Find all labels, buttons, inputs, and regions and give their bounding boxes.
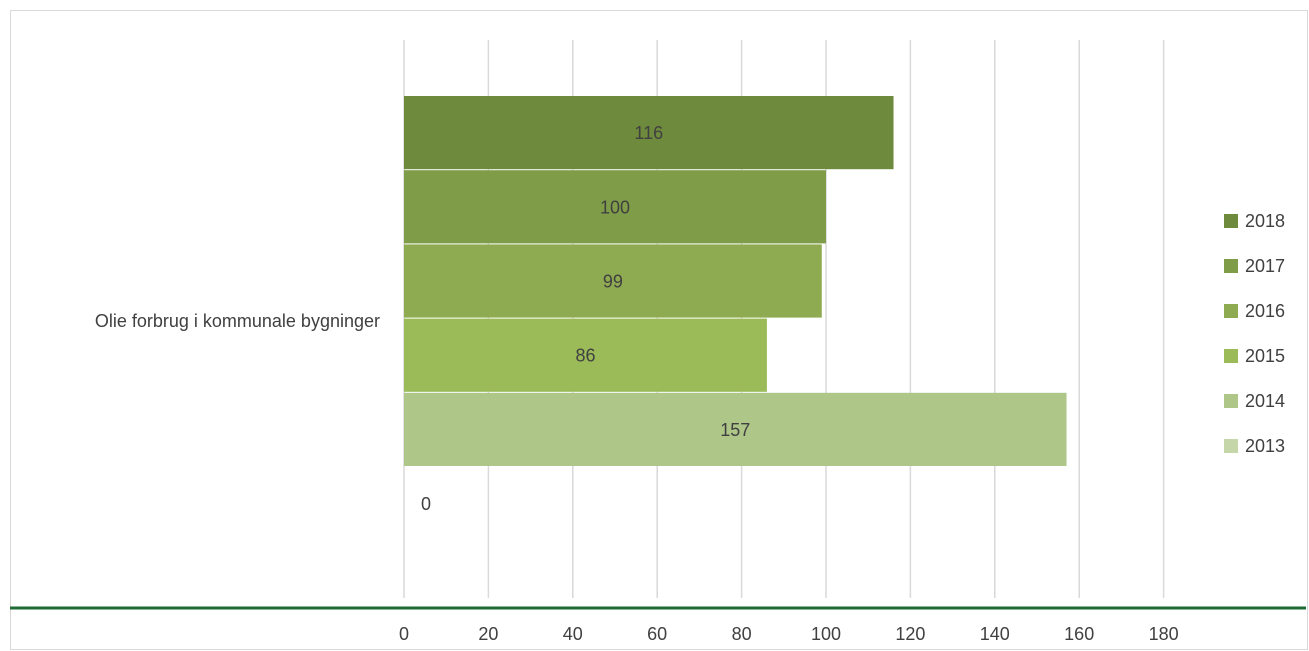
x-tick-label: 160 [1064, 624, 1094, 644]
x-tick-label: 60 [647, 624, 667, 644]
bar-2015 [404, 318, 767, 392]
legend-label-2016: 2016 [1245, 301, 1285, 321]
data-label-2017: 100 [600, 197, 630, 217]
x-tick-label: 100 [811, 624, 841, 644]
data-label-2016: 99 [603, 272, 623, 292]
bar-2014 [404, 392, 1067, 466]
legend-swatch-2015 [1224, 349, 1238, 363]
x-tick-label: 20 [478, 624, 498, 644]
x-tick-label: 40 [563, 624, 583, 644]
bars: 116 100 99 86 157 0 [404, 96, 1067, 514]
data-label-2013: 0 [421, 494, 431, 514]
legend-swatch-2017 [1224, 259, 1238, 273]
x-tick-label: 120 [895, 624, 925, 644]
data-label-2015: 86 [575, 346, 595, 366]
legend-label-2014: 2014 [1245, 391, 1285, 411]
legend-swatch-2013 [1224, 439, 1238, 453]
legend-swatch-2016 [1224, 304, 1238, 318]
legend-swatch-2018 [1224, 214, 1238, 228]
legend-label-2017: 2017 [1245, 256, 1285, 276]
x-tick-label: 80 [732, 624, 752, 644]
x-tick-label: 180 [1149, 624, 1179, 644]
legend-label-2015: 2015 [1245, 346, 1285, 366]
x-axis: 0 20 40 60 80 100 120 140 160 180 [10, 606, 1306, 644]
category-label: Olie forbrug i kommunale bygninger [95, 311, 380, 331]
bar-2018 [404, 96, 894, 170]
data-label-2018: 116 [634, 123, 663, 143]
legend-swatch-2014 [1224, 394, 1238, 408]
legend-label-2013: 2013 [1245, 436, 1285, 456]
bar-2016 [404, 244, 822, 318]
legend-label-2018: 2018 [1245, 211, 1285, 231]
x-tick-label: 140 [980, 624, 1010, 644]
data-label-2014: 157 [720, 420, 750, 440]
bar-2017 [404, 170, 826, 244]
x-tick-label: 0 [399, 624, 409, 644]
legend: 2018 2017 2016 2015 2014 2013 [1224, 211, 1285, 456]
